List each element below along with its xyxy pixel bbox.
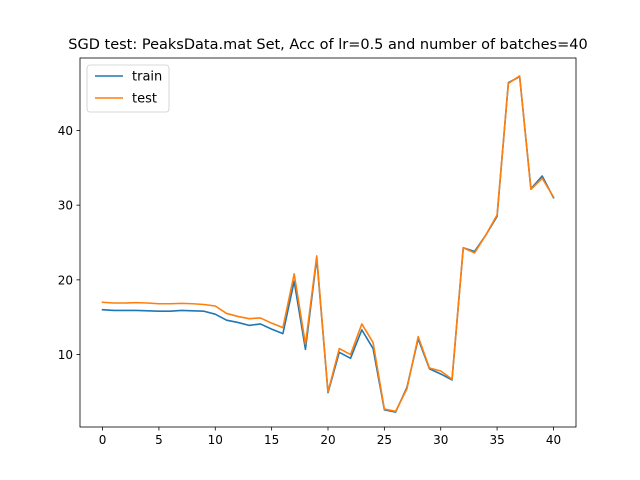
- x-tick-label: 30: [433, 433, 448, 447]
- legend: train test: [86, 64, 170, 113]
- chart-title: SGD test: PeaksData.mat Set, Acc of lr=0…: [68, 37, 587, 53]
- y-tick-label: 30: [58, 199, 73, 213]
- x-tick-label: 20: [320, 433, 335, 447]
- legend-label-test: test: [132, 92, 157, 107]
- y-tick-label: 10: [58, 348, 73, 362]
- y-tick-label: 40: [58, 124, 73, 138]
- x-tick-label: 10: [208, 433, 223, 447]
- x-tick-label: 25: [377, 433, 392, 447]
- x-tick-label: 35: [489, 433, 504, 447]
- x-tick-label: 15: [264, 433, 279, 447]
- y-tick-label: 20: [58, 273, 73, 287]
- series-layer: [101, 75, 555, 413]
- series-line-test: [101, 75, 555, 413]
- legend-label-train: train: [132, 70, 162, 85]
- x-tick-label: 5: [155, 433, 163, 447]
- y-axis: 10 20 30 40: [58, 124, 80, 362]
- x-tick-label: 0: [99, 433, 107, 447]
- x-tick-label: 40: [546, 433, 561, 447]
- x-axis: 0 5 10 15 20 25 30 35 40: [99, 427, 561, 447]
